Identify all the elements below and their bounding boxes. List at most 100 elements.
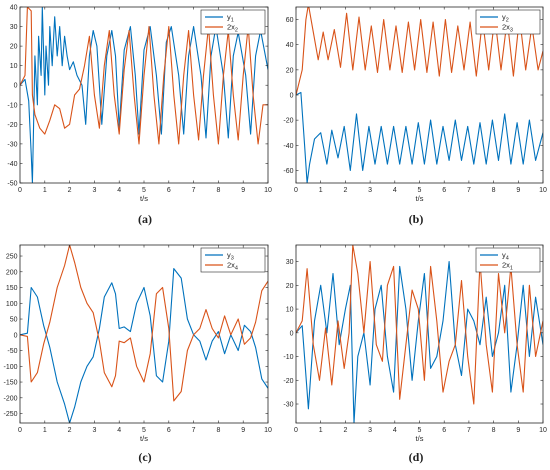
plot-area-c bbox=[20, 245, 268, 423]
x-tick-label-c-4: 4 bbox=[117, 427, 121, 434]
x-tick-label-b-4: 4 bbox=[393, 187, 397, 194]
x-tick-label-c-10: 10 bbox=[264, 427, 272, 434]
chart-a: 0 1 2 3 4 5 6 7 8 9 10 -50 -40 -30 -20 -10 0 10 20 30 40 t/s y… bbox=[7, 5, 272, 204]
chart-c: 0 1 2 3 4 5 6 7 8 9 10 -250 -200 -150 -100 -50 0 50 100 150… bbox=[3, 244, 272, 443]
x-tick-label-b-3: 3 bbox=[368, 187, 372, 194]
x-axis-label-c: t/s bbox=[140, 434, 148, 443]
x-tick-label-a-4: 4 bbox=[117, 187, 121, 194]
caption-b-text: (b) bbox=[408, 212, 424, 226]
x-tick-label-c-2: 2 bbox=[68, 427, 72, 434]
y-tick-label-d-10: 10 bbox=[286, 307, 294, 314]
y-tick-label-b-20: 20 bbox=[286, 67, 294, 74]
legend-label-y4-d: y4 bbox=[502, 251, 509, 262]
y-tick-label-a-20: 20 bbox=[10, 44, 18, 51]
y-tick-label-d--30: -30 bbox=[283, 402, 293, 409]
y-tick-label-c-200: 200 bbox=[6, 269, 18, 276]
y-tick-label-b--20: -20 bbox=[283, 118, 293, 125]
legend-box-d bbox=[475, 247, 541, 273]
panel-a: 0 1 2 3 4 5 6 7 8 9 10 -50 -40 -30 -20 -10 0 10 20 30 40 t/s y… bbox=[0, 0, 275, 235]
y-tick-label-b--40: -40 bbox=[283, 143, 293, 150]
plot-area-a bbox=[20, 7, 268, 183]
x-tick-label-d-7: 7 bbox=[467, 427, 471, 434]
caption-d: (d) bbox=[386, 450, 446, 465]
caption-b: (b) bbox=[386, 212, 446, 227]
caption-c: (c) bbox=[115, 450, 175, 465]
x-tick-label-d-6: 6 bbox=[442, 427, 446, 434]
x-tick-label-d-2: 2 bbox=[343, 427, 347, 434]
series-2x2-line-a bbox=[20, 7, 268, 145]
x-tick-label-c-0: 0 bbox=[18, 427, 22, 434]
x-tick-label-b-2: 2 bbox=[343, 187, 347, 194]
legend-label-2x4-c: 2x4 bbox=[227, 261, 238, 272]
plot-area-d bbox=[296, 245, 543, 423]
x-tick-label-d-10: 10 bbox=[539, 427, 547, 434]
x-axis-label-a: t/s bbox=[140, 194, 148, 203]
series-2x4-line-c bbox=[20, 245, 268, 402]
y-tick-label-a--30: -30 bbox=[7, 141, 17, 148]
y-tick-label-a-40: 40 bbox=[10, 5, 18, 12]
x-tick-label-c-1: 1 bbox=[43, 427, 47, 434]
x-tick-label-b-10: 10 bbox=[539, 187, 547, 194]
x-tick-label-c-8: 8 bbox=[216, 427, 220, 434]
legend-box-b bbox=[475, 9, 541, 35]
x-tick-label-c-3: 3 bbox=[92, 427, 96, 434]
x-tick-label-c-5: 5 bbox=[142, 427, 146, 434]
y-tick-label-c--250: -250 bbox=[3, 411, 17, 418]
x-tick-label-a-2: 2 bbox=[68, 187, 72, 194]
y-tick-label-b--60: -60 bbox=[283, 168, 293, 175]
x-tick-label-a-1: 1 bbox=[43, 187, 47, 194]
x-tick-label-d-0: 0 bbox=[294, 427, 298, 434]
y-tick-label-d-30: 30 bbox=[286, 259, 294, 266]
y-tick-label-c-50: 50 bbox=[10, 317, 18, 324]
panel-d: 0 1 2 3 4 5 6 7 8 9 10 -30 -20 -10 0 10 20 30 t/s y4 2x1 (d) bbox=[275, 235, 550, 470]
panel-c: 0 1 2 3 4 5 6 7 8 9 10 -250 -200 -150 -100 -50 0 50 100 150… bbox=[0, 235, 275, 470]
series-y1-line-a bbox=[20, 7, 268, 183]
y-tick-label-b-0: 0 bbox=[290, 93, 294, 100]
x-axis-label-d: t/s bbox=[416, 434, 424, 443]
x-tick-label-a-10: 10 bbox=[264, 187, 272, 194]
y-tick-label-a-10: 10 bbox=[10, 63, 18, 70]
y-tick-label-c-100: 100 bbox=[6, 301, 18, 308]
x-tick-label-d-3: 3 bbox=[368, 427, 372, 434]
x-tick-label-a-8: 8 bbox=[216, 187, 220, 194]
x-tick-label-a-3: 3 bbox=[92, 187, 96, 194]
legend-box-a bbox=[200, 9, 266, 35]
y-tick-label-d-20: 20 bbox=[286, 283, 294, 290]
x-tick-label-b-0: 0 bbox=[294, 187, 298, 194]
legend-label-2x2-a: 2x2 bbox=[227, 23, 238, 34]
caption-d-text: (d) bbox=[408, 450, 424, 464]
x-tick-label-a-0: 0 bbox=[18, 187, 22, 194]
y-tick-label-c-0: 0 bbox=[14, 332, 18, 339]
y-tick-label-a--40: -40 bbox=[7, 161, 17, 168]
x-tick-label-c-6: 6 bbox=[167, 427, 171, 434]
x-tick-label-b-9: 9 bbox=[516, 187, 520, 194]
y-tick-label-c--100: -100 bbox=[3, 364, 17, 371]
y-tick-label-a-0: 0 bbox=[14, 83, 18, 90]
x-tick-label-a-6: 6 bbox=[167, 187, 171, 194]
x-tick-label-c-9: 9 bbox=[241, 427, 245, 434]
y-tick-label-b-40: 40 bbox=[286, 42, 294, 49]
y-tick-label-c--50: -50 bbox=[7, 348, 17, 355]
legend-label-2x1-d: 2x1 bbox=[502, 261, 513, 272]
y-tick-label-d--20: -20 bbox=[283, 378, 293, 385]
plot-area-b bbox=[296, 7, 543, 183]
caption-c-text: (c) bbox=[138, 450, 152, 464]
legend-box-c bbox=[200, 247, 266, 273]
y-tick-label-c--150: -150 bbox=[3, 380, 17, 387]
legend-label-y3-c: y3 bbox=[227, 251, 234, 262]
legend-label-y1-a: y1 bbox=[227, 13, 234, 24]
legend-label-2x3-b: 2x3 bbox=[502, 23, 513, 34]
caption-a-text: (a) bbox=[138, 212, 152, 226]
series-y3-line-c bbox=[20, 268, 268, 423]
x-tick-label-b-6: 6 bbox=[442, 187, 446, 194]
x-tick-label-a-9: 9 bbox=[241, 187, 245, 194]
x-tick-label-b-1: 1 bbox=[319, 187, 323, 194]
x-tick-label-d-9: 9 bbox=[516, 427, 520, 434]
x-tick-label-a-5: 5 bbox=[142, 187, 146, 194]
